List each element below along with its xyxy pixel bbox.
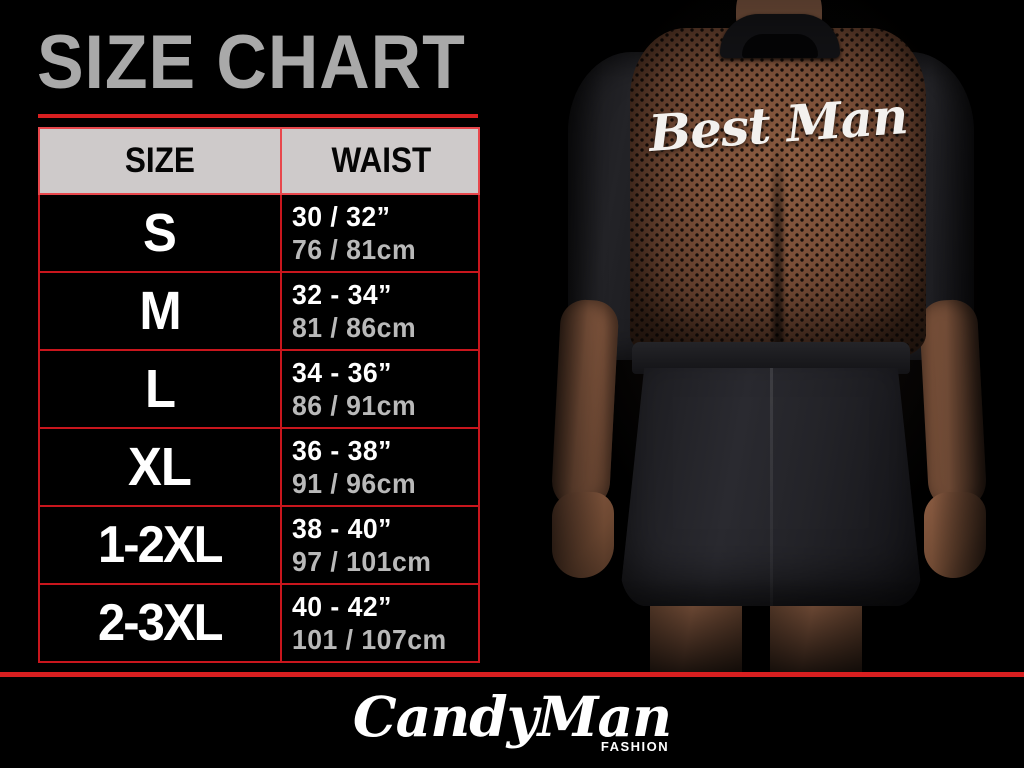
mesh-shirt-back-panel: [630, 28, 926, 358]
cell-waist: 38 - 40” 97 / 101cm: [280, 505, 480, 585]
cell-size: 1-2XL: [38, 505, 282, 585]
photo-scene: Best Man: [512, 0, 1024, 672]
table-row: L 34 - 36” 86 / 91cm: [38, 349, 480, 429]
brand-logo: CandyMan FASHION: [0, 684, 1024, 755]
brand-name: CandyMan: [352, 684, 672, 749]
model-arm-right: [918, 298, 988, 512]
waist-centimeters: 81 / 86cm: [292, 311, 417, 343]
table-row: M 32 - 34” 81 / 86cm: [38, 271, 480, 351]
column-header-waist-label: WAIST: [331, 141, 432, 180]
waist-centimeters: 91 / 96cm: [292, 467, 417, 499]
size-label: L: [144, 359, 176, 419]
cell-size: S: [38, 193, 282, 273]
size-chart-table: SIZE WAIST S 30 / 32” 76 / 81cm M: [38, 127, 480, 663]
cell-waist: 30 / 32” 76 / 81cm: [280, 193, 480, 273]
size-label: XL: [128, 437, 192, 497]
waist-inches: 36 - 38”: [292, 434, 392, 466]
table-header-row: SIZE WAIST: [38, 127, 480, 195]
waist-centimeters: 86 / 91cm: [292, 389, 417, 421]
model-arm-left: [550, 298, 620, 512]
cell-size: 2-3XL: [38, 583, 282, 663]
cell-waist: 34 - 36” 86 / 91cm: [280, 349, 480, 429]
cell-size: M: [38, 271, 282, 351]
table-row: 2-3XL 40 - 42” 101 / 107cm: [38, 583, 480, 663]
column-header-size-label: SIZE: [124, 141, 196, 180]
brand-tagline: FASHION: [600, 739, 670, 754]
cell-waist: 36 - 38” 91 / 96cm: [280, 427, 480, 507]
waist-inches: 40 - 42”: [292, 590, 392, 622]
table-row: 1-2XL 38 - 40” 97 / 101cm: [38, 505, 480, 585]
footer-divider: [0, 672, 1024, 677]
shirt-collar: [720, 14, 840, 58]
waist-inches: 32 - 34”: [292, 278, 392, 310]
spine-shadow: [773, 140, 783, 345]
waist-inches: 30 / 32”: [292, 200, 391, 232]
size-label: 2-3XL: [98, 594, 224, 652]
skirt-center-seam: [770, 368, 773, 606]
cell-waist: 40 - 42” 101 / 107cm: [280, 583, 480, 663]
model-hand-right: [924, 492, 986, 578]
table-row: XL 36 - 38” 91 / 96cm: [38, 427, 480, 507]
waist-inches: 34 - 36”: [292, 356, 392, 388]
size-label: M: [139, 281, 181, 341]
waist-centimeters: 97 / 101cm: [292, 545, 432, 577]
column-header-waist: WAIST: [280, 127, 480, 195]
product-photo: Best Man: [512, 0, 1024, 672]
title-divider: [38, 114, 478, 118]
column-header-size: SIZE: [38, 127, 282, 195]
size-label: 1-2XL: [98, 516, 224, 574]
waist-centimeters: 101 / 107cm: [292, 623, 447, 655]
brand-logo-inner: CandyMan FASHION: [352, 684, 672, 755]
size-label: S: [143, 203, 178, 263]
waist-centimeters: 76 / 81cm: [292, 233, 417, 265]
cell-size: XL: [38, 427, 282, 507]
skirt: [620, 368, 922, 606]
model-hand-left: [552, 492, 614, 578]
table-row: S 30 / 32” 76 / 81cm: [38, 193, 480, 273]
cell-size: L: [38, 349, 282, 429]
waist-inches: 38 - 40”: [292, 512, 392, 544]
page-title: SIZE CHART: [37, 20, 466, 105]
cell-waist: 32 - 34” 81 / 86cm: [280, 271, 480, 351]
footer: CandyMan FASHION: [0, 677, 1024, 768]
